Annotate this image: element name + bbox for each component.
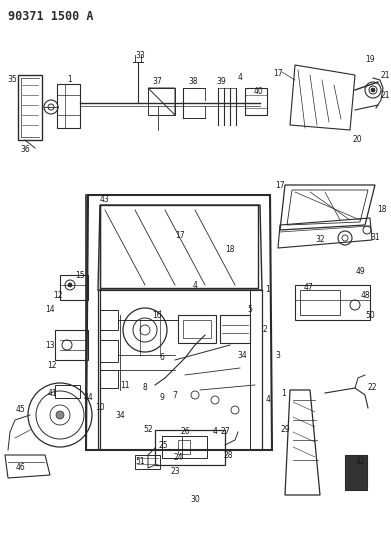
Text: 5: 5 — [248, 305, 253, 314]
Text: 27: 27 — [220, 427, 230, 437]
Text: 30: 30 — [190, 496, 200, 505]
Text: 1: 1 — [68, 75, 72, 84]
Bar — [178, 315, 216, 343]
Text: 49: 49 — [355, 268, 365, 277]
Text: 34: 34 — [115, 410, 125, 419]
Text: 21: 21 — [380, 91, 390, 100]
Text: 17: 17 — [175, 230, 185, 239]
Bar — [162, 436, 207, 458]
Text: 42: 42 — [355, 457, 365, 466]
Bar — [100, 310, 118, 330]
Text: 15: 15 — [75, 271, 85, 279]
Text: 4: 4 — [265, 395, 271, 405]
Text: 12: 12 — [53, 290, 63, 300]
Bar — [135, 455, 160, 469]
Text: 12: 12 — [47, 360, 57, 369]
Text: 32: 32 — [315, 236, 325, 245]
Text: 7: 7 — [172, 391, 178, 400]
Text: 34: 34 — [237, 351, 247, 359]
Text: 44: 44 — [83, 393, 93, 402]
Bar — [220, 315, 250, 343]
Text: 46: 46 — [15, 464, 25, 472]
Text: 40: 40 — [253, 87, 263, 96]
Text: 17: 17 — [275, 181, 285, 190]
Circle shape — [68, 283, 72, 287]
Bar — [100, 370, 118, 388]
Text: 25: 25 — [158, 440, 168, 449]
Text: 52: 52 — [143, 425, 153, 434]
Text: 39: 39 — [216, 77, 226, 86]
Text: 51: 51 — [135, 457, 145, 466]
Circle shape — [371, 88, 375, 92]
Text: 38: 38 — [188, 77, 198, 86]
Text: 43: 43 — [100, 196, 110, 205]
Bar — [345, 455, 367, 490]
Text: 41: 41 — [47, 389, 57, 398]
Text: 35: 35 — [7, 75, 17, 84]
Text: 10: 10 — [95, 403, 105, 413]
Text: 21: 21 — [380, 70, 390, 79]
Text: 16: 16 — [152, 311, 162, 319]
Bar — [148, 88, 175, 115]
Text: 4: 4 — [238, 74, 242, 83]
Text: 20: 20 — [352, 135, 362, 144]
Text: 14: 14 — [45, 305, 55, 314]
Text: 24: 24 — [173, 454, 183, 463]
Text: 50: 50 — [365, 311, 375, 319]
Text: 28: 28 — [223, 450, 233, 459]
Text: 11: 11 — [120, 381, 130, 390]
Text: 31: 31 — [370, 233, 380, 243]
Text: 22: 22 — [367, 384, 377, 392]
Text: 18: 18 — [377, 206, 387, 214]
Text: 19: 19 — [365, 55, 375, 64]
Text: 47: 47 — [303, 284, 313, 293]
Text: 1: 1 — [282, 389, 286, 398]
Bar — [245, 88, 267, 115]
Text: 90371 1500 A: 90371 1500 A — [8, 10, 93, 23]
Text: 1: 1 — [265, 286, 270, 295]
Text: 17: 17 — [273, 69, 283, 77]
Text: 2: 2 — [263, 326, 267, 335]
Text: 6: 6 — [160, 353, 165, 362]
Text: 23: 23 — [170, 467, 180, 477]
Text: 8: 8 — [143, 384, 147, 392]
Text: 9: 9 — [160, 393, 165, 402]
Text: 37: 37 — [152, 77, 162, 86]
Text: 18: 18 — [225, 246, 235, 254]
Text: 36: 36 — [20, 146, 30, 155]
Bar — [155, 430, 225, 465]
Text: 48: 48 — [360, 290, 370, 300]
Text: 3: 3 — [276, 351, 280, 359]
Text: 29: 29 — [280, 425, 290, 434]
Text: 13: 13 — [45, 341, 55, 350]
Text: 4: 4 — [192, 280, 197, 289]
Text: 4: 4 — [213, 427, 217, 437]
Circle shape — [56, 411, 64, 419]
Text: 26: 26 — [180, 427, 190, 437]
Bar — [178, 440, 190, 454]
Text: 33: 33 — [135, 51, 145, 60]
Text: 45: 45 — [15, 406, 25, 415]
Bar — [162, 436, 182, 458]
Bar — [100, 340, 118, 362]
Bar — [183, 320, 211, 338]
